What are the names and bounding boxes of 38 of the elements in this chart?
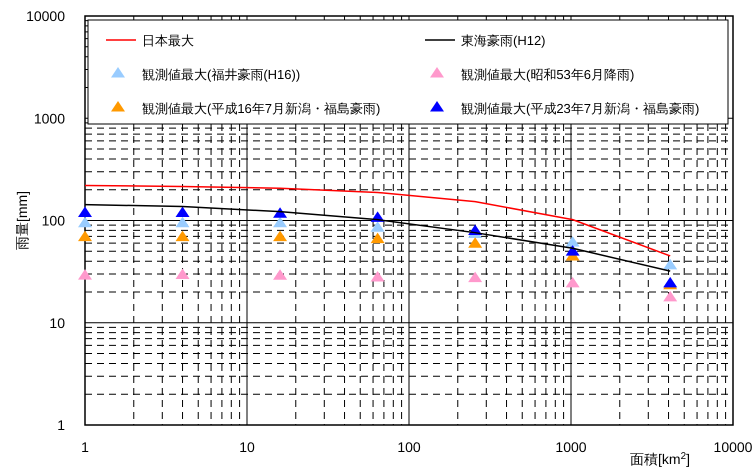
point — [78, 269, 92, 280]
legend-label: 観測値最大(福井豪雨(H16)) — [142, 67, 300, 82]
x-tick-label: 100 — [397, 439, 421, 455]
point — [78, 206, 92, 218]
y-tick-label: 100 — [42, 212, 66, 228]
point — [663, 258, 678, 270]
point — [273, 216, 288, 228]
point — [176, 206, 190, 218]
point — [273, 269, 288, 280]
legend-label: 東海豪雨(H12) — [461, 33, 546, 48]
point — [176, 230, 190, 242]
point — [468, 272, 482, 282]
x-axis-title: 面積[km$^{2}$] — [630, 450, 690, 467]
point — [176, 216, 190, 228]
legend-label: 日本最大 — [142, 33, 194, 48]
point — [566, 276, 580, 288]
point — [370, 221, 385, 232]
x-tick-label: 1 — [81, 439, 90, 455]
point — [370, 270, 385, 282]
x-tick-label: 10000 — [714, 439, 753, 455]
point — [566, 236, 580, 247]
y-tick-label: 10 — [49, 314, 66, 331]
point — [370, 232, 385, 244]
y-axis-title: 雨量[mm] — [14, 190, 30, 250]
point — [78, 216, 92, 228]
point — [273, 230, 288, 242]
point — [78, 230, 92, 242]
y-tick-label: 1 — [57, 417, 66, 433]
y-tick-label: 10000 — [26, 8, 66, 24]
y-tick-label: 1000 — [34, 110, 66, 126]
legend-label: 観測値最大(平成16年7月新潟・福島豪雨) — [142, 101, 380, 116]
legend-label: 観測値最大(平成23年7月新潟・福島豪雨) — [461, 101, 700, 116]
x-tick-label: 10 — [239, 439, 255, 455]
legend-label: 観測値最大(昭和53年6月降雨) — [461, 67, 634, 82]
point — [468, 237, 482, 248]
point — [176, 268, 190, 279]
x-tick-label: 1000 — [555, 439, 587, 455]
point — [663, 290, 678, 302]
